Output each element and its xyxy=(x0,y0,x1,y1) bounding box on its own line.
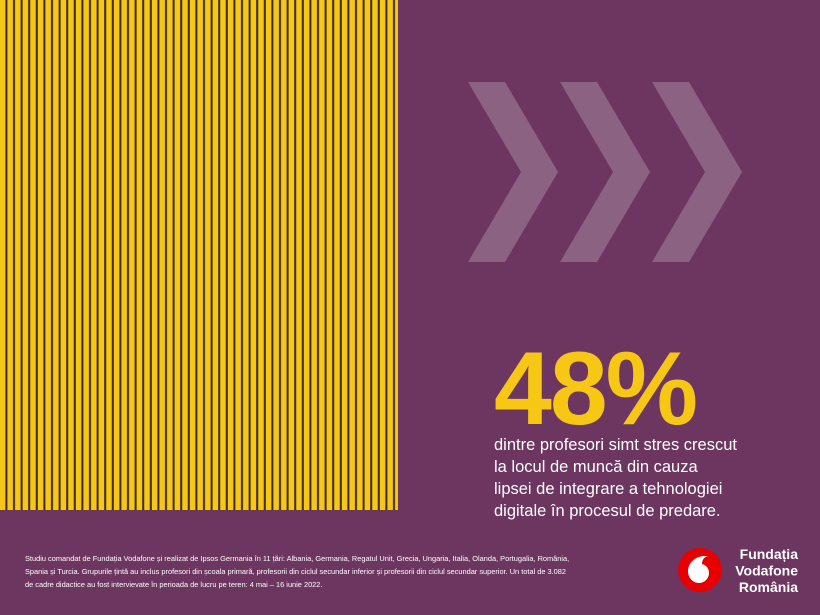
footnote-line: Studiu comandat de Fundația Vodafone și … xyxy=(25,554,569,563)
chevrons xyxy=(468,82,742,262)
striped-panel xyxy=(0,0,398,510)
chevron xyxy=(468,82,558,262)
footnote-line: Spania și Turcia. Grupurile țintă au inc… xyxy=(25,567,566,576)
chevron xyxy=(652,82,742,262)
stat-description: dintre profesori simt stres crescut la lo… xyxy=(494,436,737,520)
footnote-line: de cadre didactice au fost intervievate … xyxy=(25,580,322,589)
logo-line: România xyxy=(739,579,798,595)
description-line: la locul de muncă din cauza xyxy=(494,458,698,476)
description-line: lipsei de integrare a tehnologiei xyxy=(494,480,722,498)
logo-line: Fundația xyxy=(740,546,799,562)
logo-line: Vodafone xyxy=(735,563,798,579)
chevron xyxy=(560,82,650,262)
description-line: digitale în procesul de predare. xyxy=(494,502,721,520)
footnote: Studiu comandat de Fundația Vodafone și … xyxy=(25,554,569,589)
logo-symbol xyxy=(688,556,709,583)
description-line: dintre profesori simt stres crescut xyxy=(494,436,737,454)
stat-value: 48% xyxy=(494,331,696,447)
